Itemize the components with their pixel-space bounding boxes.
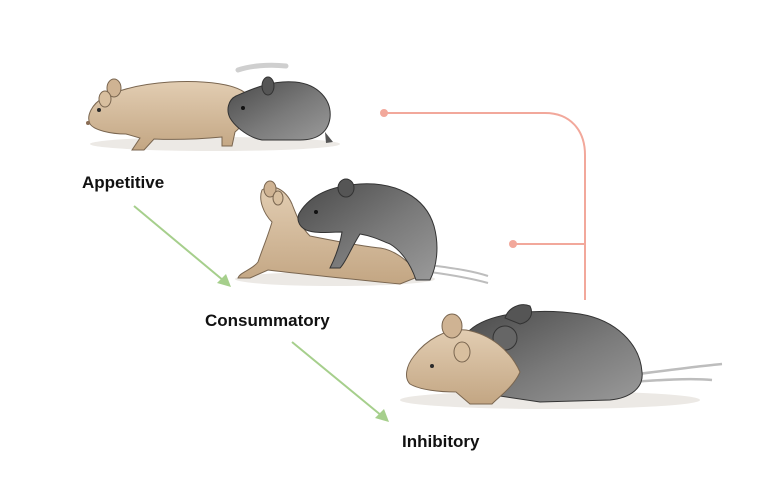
inhibitory-scene <box>400 304 723 409</box>
appetitive-scene <box>86 62 340 151</box>
tan-mouse-consummatory <box>237 180 421 285</box>
gray-mouse-consummatory <box>297 178 438 281</box>
stage-label-consummatory: Consummatory <box>205 311 330 330</box>
progression-arrow-consummatory-to-inhibitory <box>291 341 389 422</box>
tan-mouse-appetitive <box>86 78 250 151</box>
progression-arrow-appetitive-to-consummatory <box>133 205 231 287</box>
consummatory-scene <box>235 178 489 286</box>
inhibition-feedback-lines <box>380 109 586 300</box>
tan-mouse-inhibitory <box>406 313 521 405</box>
inhibition-endpoint-consummatory <box>509 240 517 248</box>
stage-label-appetitive: Appetitive <box>82 173 165 192</box>
inhibition-endpoint-appetitive <box>380 109 388 117</box>
stage-label-inhibitory: Inhibitory <box>402 432 480 451</box>
gray-mouse-appetitive <box>227 62 333 143</box>
